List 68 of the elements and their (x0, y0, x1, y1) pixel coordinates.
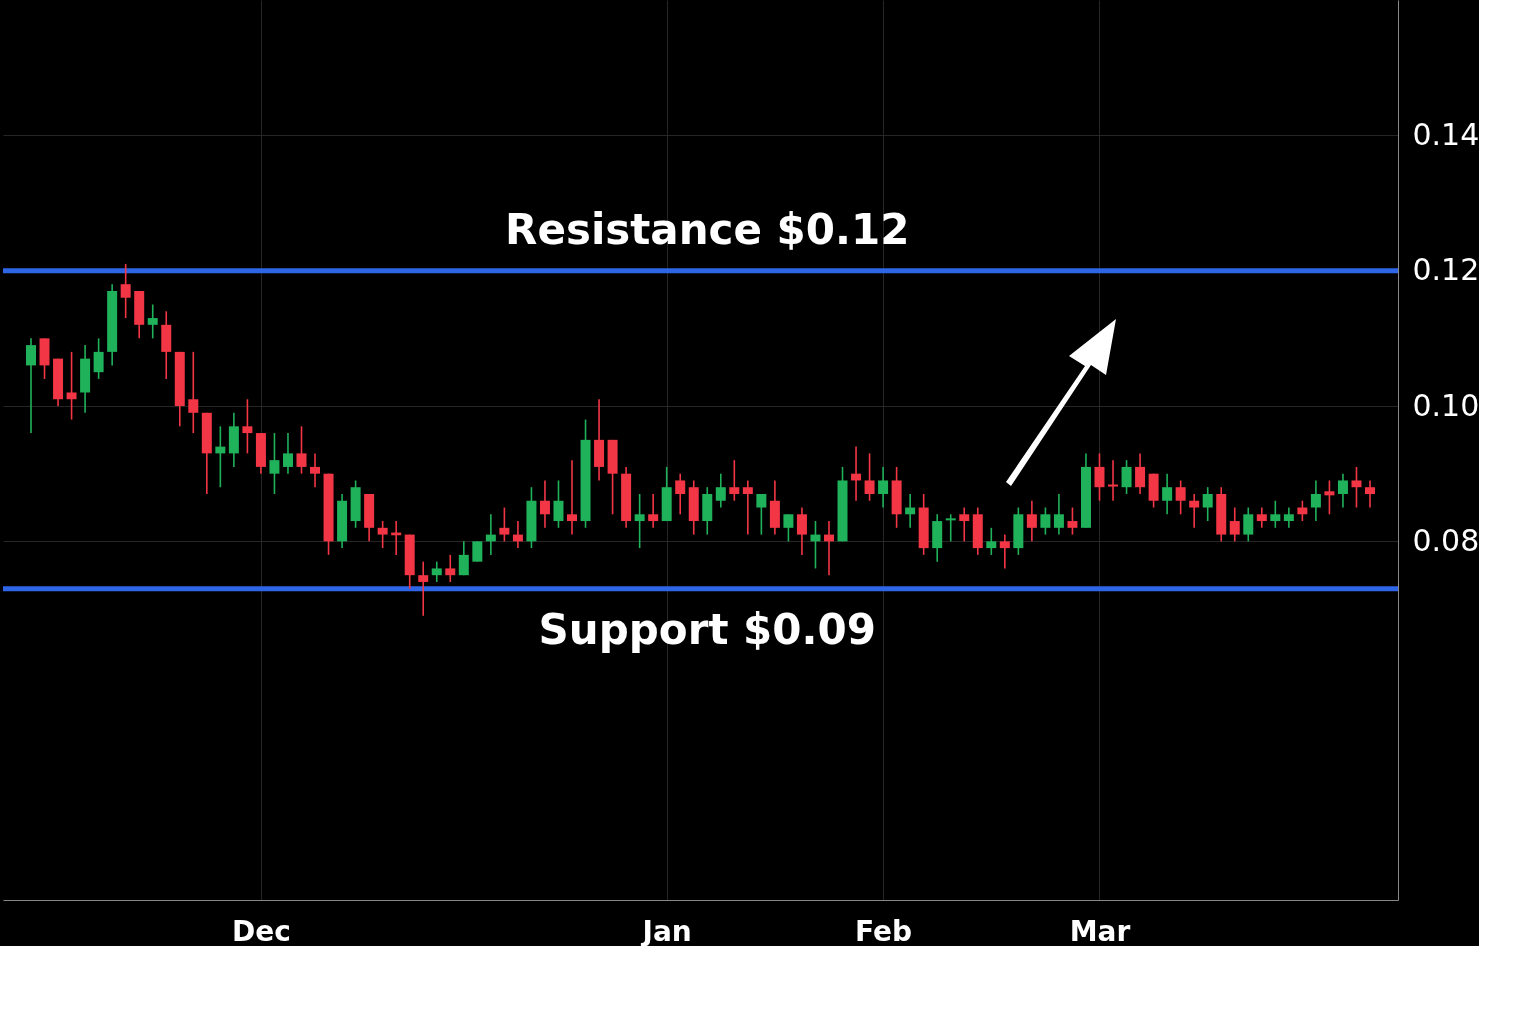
candlestick (120, 263, 131, 319)
candlestick (242, 398, 253, 455)
candlestick (1189, 493, 1200, 529)
candlestick (1094, 452, 1105, 502)
candlestick (878, 466, 889, 509)
candlestick (715, 472, 726, 509)
candlestick (1108, 459, 1119, 502)
candlestick (796, 506, 807, 556)
candlestick (634, 493, 645, 549)
y-tick-label: 0.12 (1412, 252, 1480, 288)
x-tick-label: Mar (1069, 914, 1131, 948)
candlestick (1324, 479, 1335, 516)
candlestick (742, 479, 753, 536)
candlestick (1026, 499, 1037, 543)
candlestick (1310, 479, 1321, 522)
candlestick (756, 493, 767, 536)
candlestick (377, 520, 388, 549)
x-tick-label: Jan (640, 914, 692, 948)
candlestick (431, 560, 442, 583)
candlestick (445, 554, 456, 583)
candlestick (269, 432, 280, 495)
candlestick (1283, 506, 1294, 529)
candlestick (147, 303, 158, 340)
x-tick-label: Dec (232, 914, 291, 948)
candlestick (999, 533, 1010, 570)
y-tick-label: 0.14 (1412, 116, 1480, 152)
candlestick (864, 452, 875, 502)
candlestick (296, 425, 307, 475)
candlestick (1365, 479, 1376, 509)
candlestick (1270, 499, 1281, 529)
candlestick (1337, 472, 1348, 509)
candlestick (66, 351, 77, 421)
y-tick-label: 0.08 (1412, 522, 1480, 558)
ref-line-label: Resistance $0.12 (505, 204, 910, 254)
candlestick (1175, 479, 1186, 516)
candlestick (959, 506, 970, 543)
y-tick-label: 0.10 (1412, 387, 1480, 423)
candlestick (472, 540, 483, 563)
candlestick (986, 527, 997, 556)
candlestick (783, 513, 794, 543)
candlestick (1243, 506, 1254, 543)
candlestick (1053, 493, 1064, 536)
candlestick (1202, 486, 1213, 522)
candlestick (553, 479, 564, 529)
ref-line-label: Support $0.09 (538, 604, 876, 654)
candlestick (188, 351, 199, 434)
candlestick (1229, 506, 1240, 543)
candlestick (458, 540, 469, 576)
candlestick (310, 452, 321, 489)
candlestick (25, 337, 36, 434)
candlestick (1135, 452, 1146, 495)
candlestick (648, 493, 659, 529)
candlestick (567, 459, 578, 536)
candlestick (539, 479, 550, 529)
x-tick-label: Feb (855, 914, 913, 948)
candlestick (729, 459, 740, 502)
candlestick (1351, 466, 1362, 509)
candlestick (945, 513, 956, 543)
candlestick (1040, 506, 1051, 536)
candlestick (418, 560, 429, 617)
candlestick (1256, 506, 1267, 529)
candlestick (499, 506, 510, 543)
candlestick (675, 472, 686, 516)
candlestick (1162, 472, 1173, 516)
candlestick (1121, 459, 1132, 495)
candlestick (282, 432, 293, 475)
candlestick (93, 337, 104, 380)
candlestick (1067, 506, 1078, 536)
